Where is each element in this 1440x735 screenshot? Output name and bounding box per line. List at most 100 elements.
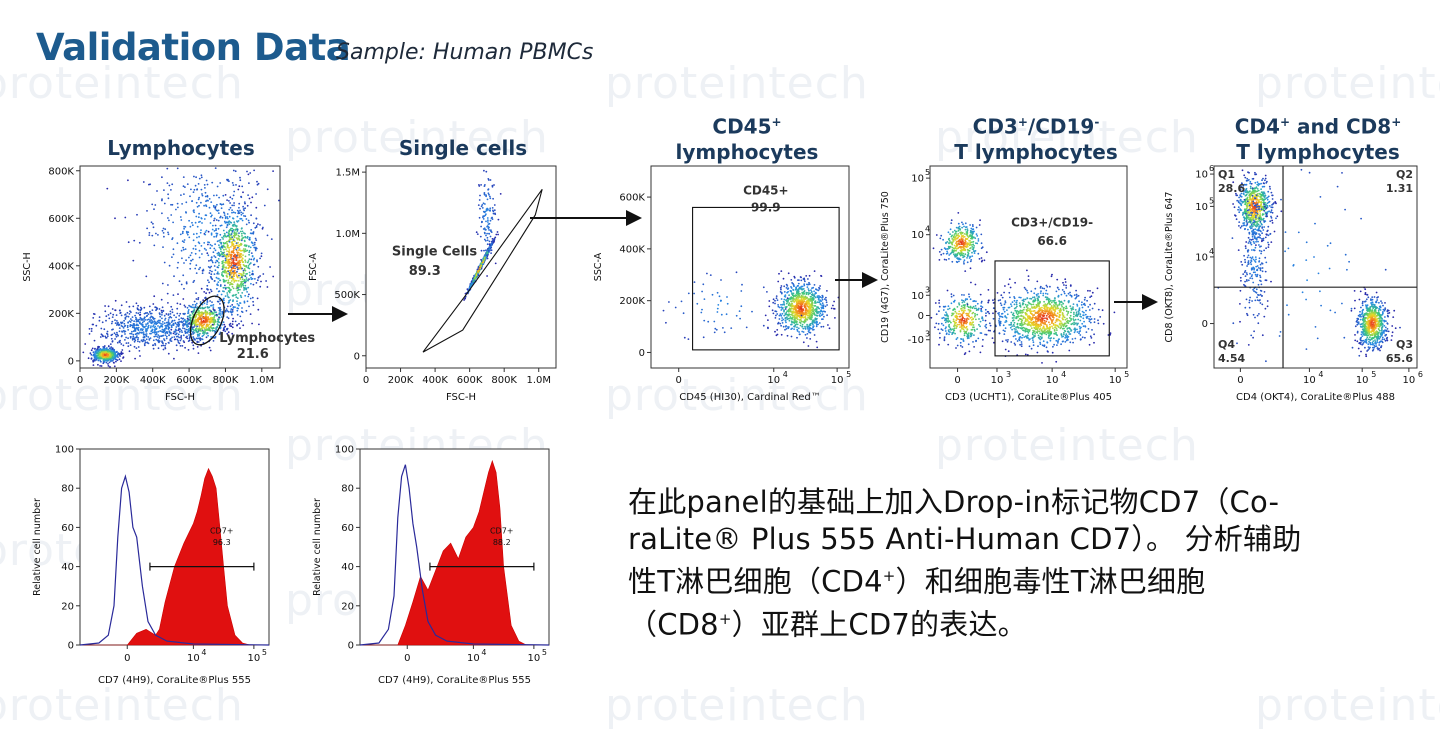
event-point: [805, 291, 808, 294]
event-point: [255, 239, 258, 242]
x-tick-label: 200K: [104, 375, 130, 386]
event-point: [147, 318, 150, 321]
event-point: [121, 330, 123, 333]
event-point: [130, 332, 133, 335]
event-point: [211, 323, 214, 326]
event-point: [486, 236, 489, 239]
event-point: [239, 230, 242, 233]
scatter-plot-1: 0 200K 400K 600K 800K 1.0M0200K400K600K800KFS…: [22, 165, 315, 403]
event-point: [94, 347, 96, 350]
event-point: [161, 314, 163, 316]
event-point: [259, 275, 261, 277]
event-point: [791, 327, 793, 330]
event-point: [799, 333, 801, 336]
event-point: [237, 220, 240, 222]
event-point: [260, 255, 263, 258]
event-point: [193, 300, 196, 303]
event-point: [784, 313, 787, 316]
event-point: [247, 173, 250, 176]
event-point: [139, 306, 142, 309]
event-point: [812, 294, 815, 297]
event-point: [118, 324, 120, 327]
event-point: [197, 297, 200, 299]
event-point: [480, 265, 483, 268]
event-point: [227, 290, 230, 293]
event-point: [209, 212, 212, 215]
event-point: [137, 324, 140, 327]
event-point: [203, 204, 206, 207]
event-point: [962, 252, 965, 255]
event-point: [787, 272, 790, 275]
event-point: [800, 279, 803, 282]
event-point: [812, 325, 815, 327]
event-point: [764, 314, 767, 317]
event-point: [783, 291, 786, 293]
event-point: [110, 346, 113, 348]
event-point: [239, 209, 241, 212]
event-point: [946, 250, 948, 253]
event-point: [242, 254, 244, 256]
event-point: [236, 300, 238, 303]
event-point: [235, 232, 238, 235]
event-point: [195, 272, 198, 274]
event-point: [199, 322, 201, 324]
event-point: [111, 340, 114, 343]
event-point: [198, 235, 201, 238]
event-point: [797, 314, 799, 317]
event-point: [136, 335, 138, 337]
event-point: [476, 268, 479, 271]
event-point: [720, 313, 723, 316]
event-point: [163, 261, 166, 264]
event-point: [963, 233, 966, 235]
event-point: [231, 285, 234, 288]
event-point: [725, 313, 728, 316]
event-point: [143, 335, 146, 338]
y-axis-label: SSC-H: [22, 252, 33, 281]
event-point: [188, 304, 191, 307]
event-point: [243, 267, 246, 270]
event-point: [210, 258, 213, 261]
event-point: [248, 251, 251, 254]
event-point: [235, 287, 238, 290]
event-point: [813, 284, 816, 286]
event-point: [489, 235, 492, 238]
event-point: [808, 292, 811, 295]
event-point: [235, 262, 237, 265]
event-point: [139, 313, 142, 316]
event-point: [126, 326, 129, 329]
event-point: [233, 255, 235, 257]
event-point: [167, 193, 170, 196]
event-point: [118, 309, 121, 312]
event-point: [203, 291, 206, 293]
event-point: [240, 239, 243, 242]
event-point: [486, 251, 489, 254]
event-point: [204, 214, 207, 217]
event-point: [252, 222, 255, 225]
event-point: [209, 243, 212, 246]
event-point: [239, 278, 242, 280]
event-point: [486, 217, 489, 219]
event-point: [205, 315, 208, 318]
event-point: [207, 324, 210, 327]
event-point: [182, 298, 185, 300]
event-point: [99, 365, 101, 367]
event-point: [201, 306, 204, 309]
event-point: [227, 232, 230, 235]
event-point: [114, 322, 117, 324]
event-point: [222, 252, 225, 254]
event-point: [236, 238, 239, 241]
event-point: [182, 317, 185, 320]
event-point: [126, 311, 129, 314]
event-point: [229, 325, 232, 327]
panel-title-lymphocytes: Lymphocytes: [107, 136, 255, 160]
event-point: [713, 331, 716, 334]
event-point: [255, 193, 257, 195]
event-point: [130, 311, 132, 313]
event-point: [170, 340, 173, 342]
event-point: [215, 219, 218, 221]
event-point: [217, 281, 220, 283]
event-point: [195, 302, 198, 305]
x-tick-label: 0: [77, 375, 83, 386]
event-point: [150, 319, 153, 321]
event-point: [240, 286, 243, 288]
